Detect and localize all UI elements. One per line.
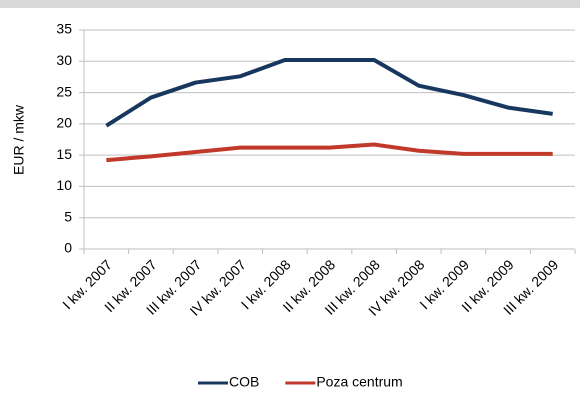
y-tick-label: 30 (56, 52, 72, 68)
y-tick-label: 10 (56, 177, 72, 193)
legend-label: Poza centrum (316, 374, 402, 390)
y-tick-label: 0 (64, 240, 72, 256)
y-tick-label: 15 (56, 146, 72, 162)
y-axis-label: EUR / mkw (11, 104, 27, 175)
y-tick-label: 20 (56, 115, 72, 131)
y-tick-label: 5 (64, 208, 72, 224)
line-series (106, 142, 553, 163)
top-band (0, 0, 580, 8)
y-tick-label: 35 (56, 21, 72, 37)
line-series (105, 58, 553, 128)
legend-label: COB (229, 374, 259, 390)
y-tick-label: 25 (56, 83, 72, 99)
